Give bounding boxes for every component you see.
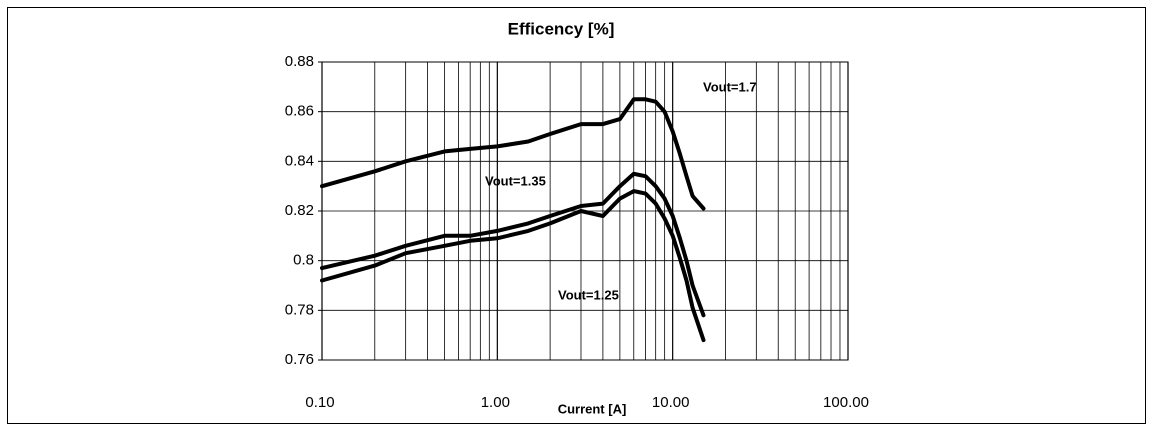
x-tick-label: 10.00 xyxy=(652,394,690,411)
plot-frame xyxy=(321,61,849,361)
chart-border xyxy=(7,7,1146,424)
y-tick-label: 0.86 xyxy=(285,103,314,120)
y-tick-label: 0.76 xyxy=(285,351,314,368)
series-line xyxy=(320,171,706,318)
x-tick-label: 100.00 xyxy=(823,394,869,411)
series-label: Vout=1.7 xyxy=(703,79,757,94)
y-tick-label: 0.8 xyxy=(293,252,314,269)
series-label: Vout=1.25 xyxy=(558,287,619,302)
y-tick-label: 0.78 xyxy=(285,301,314,318)
x-axis-label: Current [A] xyxy=(558,401,627,416)
x-tick-label: 1.00 xyxy=(481,394,510,411)
y-tick-label: 0.84 xyxy=(285,152,314,169)
series-line xyxy=(320,189,706,343)
y-tick-label: 0.82 xyxy=(285,202,314,219)
series-label: Vout=1.35 xyxy=(485,173,546,188)
series-line xyxy=(320,97,706,211)
x-tick-label: 0.10 xyxy=(305,394,334,411)
chart-title: Efficency [%] xyxy=(508,19,615,38)
y-tick-label: 0.88 xyxy=(285,53,314,70)
